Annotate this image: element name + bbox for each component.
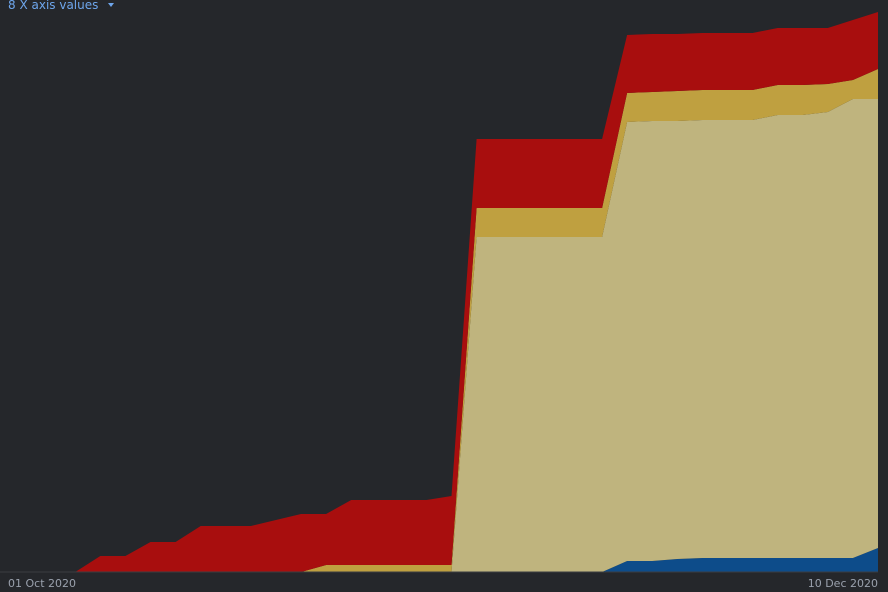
- plot-area: [0, 12, 878, 572]
- x-tick-label: 10 Dec 2020: [808, 577, 878, 590]
- area-series: [0, 12, 878, 572]
- header-control[interactable]: 8 X axis values: [8, 0, 114, 12]
- area-series: [0, 548, 878, 572]
- x-values-control[interactable]: 8 X axis values: [8, 0, 98, 12]
- x-tick-label: 01 Oct 2020: [8, 577, 76, 590]
- area-series: [0, 99, 878, 572]
- dropdown-caret[interactable]: [108, 3, 114, 7]
